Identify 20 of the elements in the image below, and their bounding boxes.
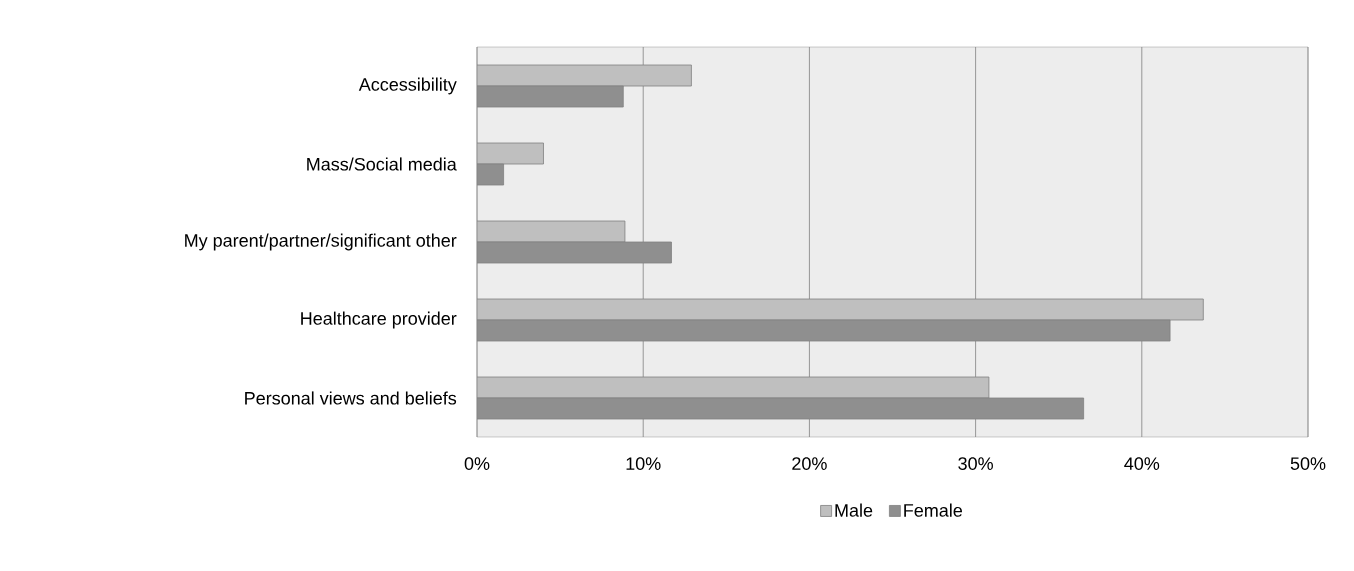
bar: [477, 319, 1171, 342]
x-tick-label: 50%: [1290, 457, 1326, 470]
x-tick-label: 40%: [1124, 457, 1160, 470]
bar: [477, 241, 672, 264]
legend-label: Male: [835, 503, 873, 517]
bar: [477, 397, 1085, 420]
y-tick-label: Personal views and beliefs: [245, 391, 457, 405]
y-tick-label: Mass/Social media: [307, 157, 457, 171]
x-tick-label: 20%: [792, 457, 827, 470]
bar: [477, 64, 692, 87]
y-tick-label: My parent/partner/significant other: [185, 233, 457, 251]
x-tick-label: 0%: [464, 457, 490, 470]
x-tick-label: 10%: [626, 457, 661, 470]
x-tick-label: 30%: [958, 457, 993, 470]
bar: [477, 376, 990, 399]
bar: [477, 85, 624, 108]
legend-label: Female: [904, 503, 963, 517]
y-tick-label: Healthcare provider: [301, 311, 457, 329]
bar: [477, 298, 1204, 321]
y-tick-label: Accessibility: [358, 77, 457, 95]
